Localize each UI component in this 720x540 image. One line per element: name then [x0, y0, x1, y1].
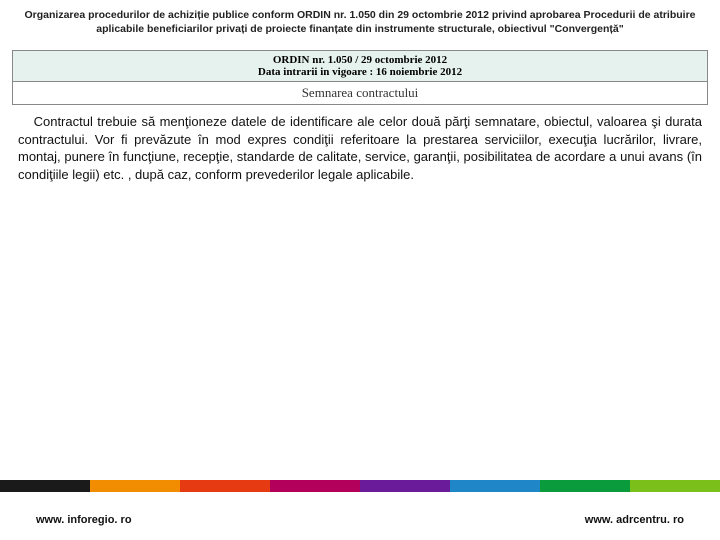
body-paragraph: Contractul trebuie să menţioneze datele …	[18, 113, 702, 183]
footer-right-url: www. adrcentru. ro	[585, 514, 684, 526]
color-seg-8	[630, 480, 720, 492]
ordin-box: ORDIN nr. 1.050 / 29 octombrie 2012 Data…	[12, 50, 708, 105]
color-seg-6	[450, 480, 540, 492]
footer-left-url: www. inforegio. ro	[36, 514, 132, 526]
color-seg-1	[0, 480, 90, 492]
footer: www. inforegio. ro www. adrcentru. ro	[0, 514, 720, 526]
color-seg-3	[180, 480, 270, 492]
color-seg-5	[360, 480, 450, 492]
ordin-line-1: ORDIN nr. 1.050 / 29 octombrie 2012	[13, 54, 707, 66]
ordin-header: ORDIN nr. 1.050 / 29 octombrie 2012 Data…	[13, 51, 707, 82]
ordin-line-2: Data intrarii in vigoare : 16 noiembrie …	[13, 66, 707, 78]
page-title: Organizarea procedurilor de achiziție pu…	[0, 0, 720, 46]
color-seg-2	[90, 480, 180, 492]
color-bar	[0, 480, 720, 492]
ordin-subtitle: Semnarea contractului	[13, 82, 707, 104]
color-seg-7	[540, 480, 630, 492]
color-seg-4	[270, 480, 360, 492]
body-text: Contractul trebuie să menţioneze datele …	[0, 105, 720, 191]
